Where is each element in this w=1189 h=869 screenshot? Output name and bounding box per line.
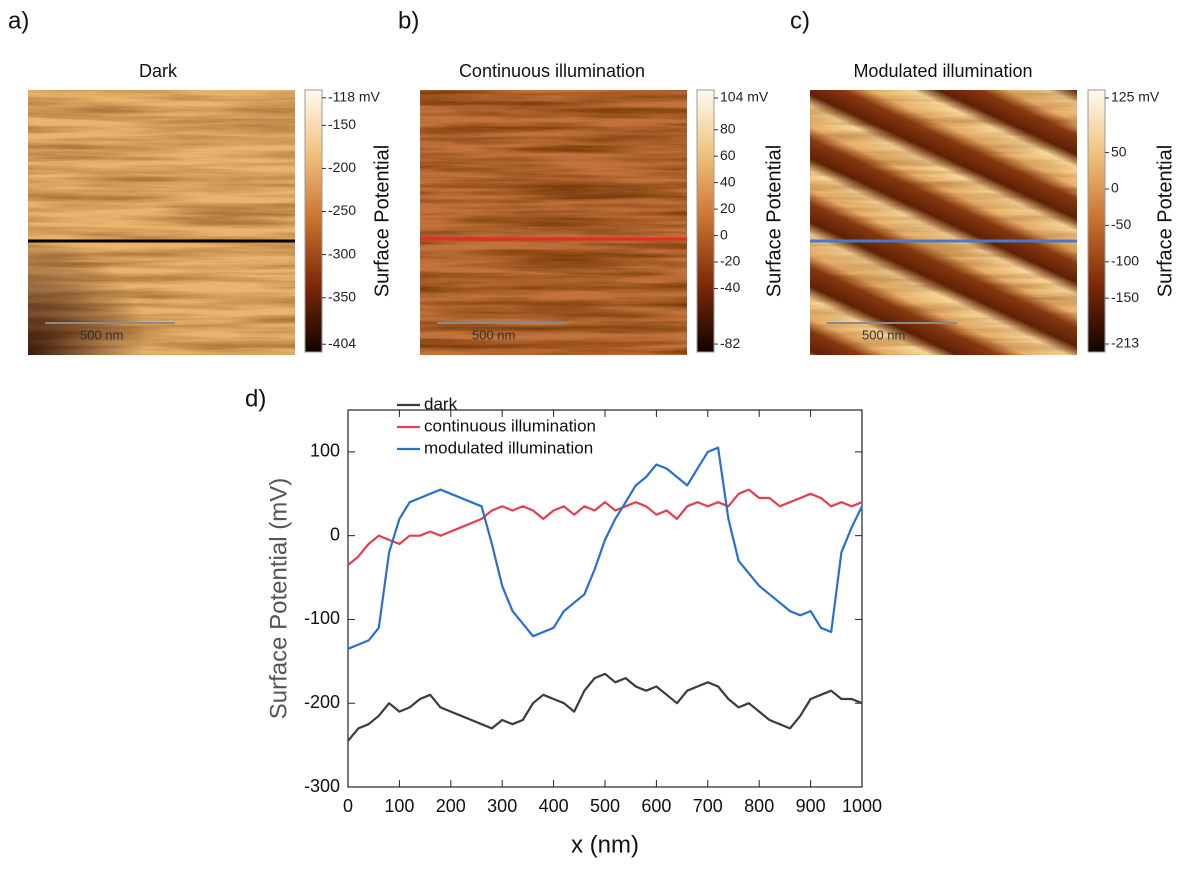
colorbar-tick-label: -150 [1111,289,1139,305]
scale-bar-label: 500 nm [862,327,905,342]
x-tick-label: 1000 [842,796,882,816]
x-tick-label: 900 [796,796,826,816]
afm-texture [420,90,687,355]
x-tick-label: 700 [693,796,723,816]
colorbar-tick-label: -350 [328,288,356,304]
colorbar-tick-label: -150 [328,116,356,132]
panel-label: a) [8,7,29,34]
scale-bar-label: 500 nm [472,327,515,342]
colorbar-tick-label: -250 [328,202,356,218]
colorbar-tick-label: 40 [720,173,736,189]
x-tick-label: 400 [539,796,569,816]
x-tick-label: 200 [436,796,466,816]
colorbar-tick-label: -404 [328,335,356,351]
x-axis-label: x (nm) [571,831,639,858]
colorbar-tick-label: 125 mV [1111,89,1160,105]
colorbar-tick-label: -40 [720,279,740,295]
colorbar-tick-label: -20 [720,253,740,269]
colorbar [304,89,323,353]
series-line [347,672,863,742]
colorbar-tick-label: -82 [720,335,740,351]
legend-label: continuous illumination [424,416,596,435]
legend-label: modulated illumination [424,438,593,457]
colorbar-tick-label: -100 [1111,252,1139,268]
afm-texture [810,90,1077,355]
panel-label: d) [245,385,266,412]
colorbar-label: Surface Potential [371,145,393,297]
colorbar-tick-label: 0 [1111,180,1119,196]
legend-label: dark [424,394,458,413]
x-tick-label: 100 [384,796,414,816]
y-tick-label: -300 [304,776,340,796]
colorbar-tick-label: 60 [720,147,736,163]
colorbar-tick-label: -118 mV [328,88,381,104]
colorbar [696,89,715,353]
x-tick-label: 500 [590,796,620,816]
colorbar-label: Surface Potential [763,145,785,297]
colorbar-tick-label: 20 [720,200,736,216]
x-tick-label: 0 [343,796,353,816]
colorbar-tick-label: 50 [1111,143,1127,159]
x-tick-label: 300 [487,796,517,816]
y-tick-label: -200 [304,692,340,712]
y-tick-label: 100 [310,441,340,461]
colorbar-label: Surface Potential [1154,145,1176,297]
colorbar-tick-label: 80 [720,120,736,136]
afm-texture [28,90,295,355]
y-tick-label: 0 [330,524,340,544]
colorbar-tick-label: -50 [1111,216,1131,232]
series-line [347,488,863,566]
colorbar-tick-label: -300 [328,245,356,261]
x-tick-label: 800 [744,796,774,816]
colorbar-tick-label: 104 mV [720,89,769,105]
panel-label: c) [790,7,810,34]
plot-frame [347,409,863,788]
x-tick-label: 600 [641,796,671,816]
panel-label: b) [398,7,419,34]
colorbar-tick-label: -213 [1111,335,1139,351]
y-axis-label: Surface Potential (mV) [265,478,292,719]
image-title: Continuous illumination [459,61,645,81]
series-line [347,446,863,650]
scale-bar-label: 500 nm [80,327,123,342]
y-tick-label: -100 [304,608,340,628]
colorbar [1087,89,1106,353]
image-title: Dark [139,61,178,81]
colorbar-tick-label: -200 [328,159,356,175]
colorbar-tick-label: 0 [720,226,728,242]
image-title: Modulated illumination [853,61,1032,81]
